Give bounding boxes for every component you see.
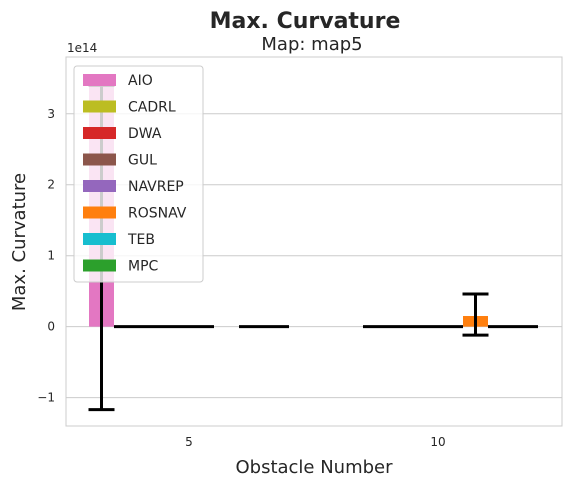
chart-subtitle: Map: map5 — [261, 34, 362, 55]
legend-label: CADRL — [128, 100, 176, 116]
legend-swatch — [83, 100, 116, 113]
legend-label: NAVREP — [128, 179, 184, 195]
y-tick-labels: −1 0 1 2 3 — [37, 107, 55, 405]
y-tick-label: 1 — [47, 249, 55, 263]
legend-box — [73, 65, 204, 283]
y-axis-label: Max. Curvature — [9, 173, 30, 311]
x-axis-label: Obstacle Number — [235, 457, 393, 478]
legend-swatch — [83, 206, 116, 219]
y-offset-text: 1e14 — [67, 41, 97, 55]
legend-label: GUL — [128, 153, 157, 169]
legend: AIO CADRL DWA GUL NAVREP ROSNAV TEB MPC — [73, 65, 204, 283]
legend-swatch — [83, 180, 116, 192]
legend-label: DWA — [128, 126, 162, 142]
legend-swatch — [83, 127, 116, 139]
y-tick-label: 2 — [47, 178, 55, 192]
legend-swatch — [83, 74, 116, 86]
legend-swatch — [83, 233, 116, 245]
y-tick-label: 0 — [47, 320, 55, 334]
legend-label: ROSNAV — [128, 206, 187, 222]
y-tick-label: −1 — [37, 391, 55, 405]
legend-label: AIO — [128, 73, 153, 89]
y-tick-label: 3 — [47, 107, 55, 121]
x-tick-label: 5 — [185, 435, 193, 449]
legend-label: TEB — [127, 232, 155, 248]
legend-label: MPC — [128, 259, 159, 275]
chart-title: Max. Curvature — [210, 9, 401, 34]
x-tick-label: 10 — [430, 435, 445, 449]
legend-swatch — [83, 153, 116, 166]
legend-swatch — [83, 259, 116, 272]
x-tick-labels: 5 10 — [185, 435, 445, 449]
